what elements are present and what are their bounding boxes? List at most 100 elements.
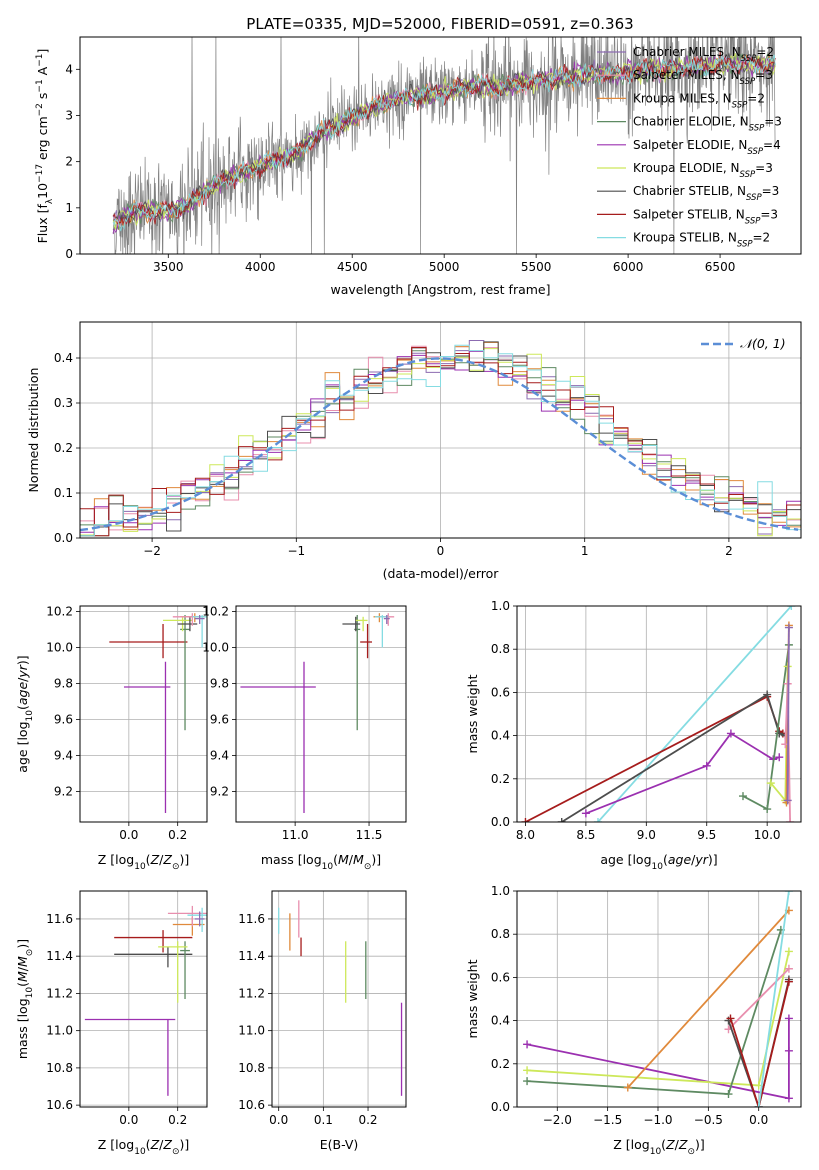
mass-weight-series [526,1018,790,1100]
label-part: Z [150,852,160,867]
point-marker [786,818,795,822]
label-part: erg cm [35,116,50,164]
label-part: Z [162,1137,172,1152]
label-part: ( [146,852,151,867]
label-part: 10 [134,862,146,872]
point-marker [702,761,711,770]
axis-label: age [log10(age/yr)] [600,852,717,872]
y-tick-label: 11.2 [46,986,73,1000]
x-tick-label: −1.0 [643,1113,672,1127]
label-part: M [15,956,30,967]
point-marker [784,1046,793,1055]
label-part: age [log [600,852,651,867]
label-part: −17 [35,164,45,183]
figure-title: PLATE=0335, MJD=52000, FIBERID=0591, z=0… [246,15,633,33]
label-part: ⊙ [172,1147,180,1157]
errorbar-marks [240,613,395,813]
label-part: −1 [35,79,45,92]
label-part: ( [15,982,30,987]
y-tick-label: 1.0 [491,884,510,898]
x-tick-label: 6000 [613,260,644,274]
legend-nssp: =3 [755,161,773,175]
label-part: Normed distribution [26,368,41,493]
y-tick-label: 3 [65,108,73,122]
x-tick-label: 10.0 [754,828,781,842]
label-part: M [15,971,30,982]
point-marker [738,792,747,801]
label-part: 10 [134,1147,146,1157]
axes-frame [79,321,802,539]
axis-label: Normed distribution [26,368,41,493]
legend-sub: SSP [749,124,765,134]
mass-weight-series [527,929,782,1095]
y-tick-label: 0.1 [54,486,73,500]
legend-name: Chabrier MILES, N [633,45,741,59]
y-tick-label: 10.0 [202,640,229,654]
legend-sub: SSP [740,77,756,87]
label-part: 10 [322,862,334,872]
label-part: mass [log [15,998,30,1059]
axis-label: E(B-V) [320,1137,359,1152]
axis-label: (data-model)/error [383,566,500,581]
point-marker [766,779,775,788]
label-part: / [691,852,696,867]
point-marker [787,606,796,610]
point-marker [593,818,602,822]
y-tick-label: 0.8 [491,927,510,941]
y-tick-label: 0.4 [491,729,510,743]
x-tick-label: 8.5 [576,828,595,842]
legend-name: Kroupa MILES, N [633,91,732,105]
mass-weight-series [757,891,790,1107]
mass-weight-series [727,968,790,1030]
x-tick-label: 6500 [705,260,736,274]
y-tick-label: 0.8 [491,642,510,656]
label-part: Z [162,852,172,867]
label-part: 10 [35,183,50,199]
label-part: wavelength [Angstrom, rest frame] [330,282,550,297]
legend-name: Salpeter MILES, N [633,68,740,82]
point-marker [523,1066,532,1075]
legend-entry: 𝒩(0, 1) [740,336,786,351]
label-part: ( [333,852,338,867]
point-marker [784,977,793,986]
label-part: M [338,852,349,867]
label-part: 10 [25,987,35,999]
point-marker [557,818,566,822]
x-tick-label: 0.2 [358,1113,377,1127]
legend-entry: Kroupa STELIB, NSSP=2 [633,231,770,250]
legend-name: Salpeter ELODIE, N [633,138,747,152]
label-part: E(B-V) [320,1137,359,1152]
y-tick-label: 0 [65,247,73,261]
legend-name: Chabrier ELODIE, N [633,115,749,129]
legend-nssp: =2 [753,231,771,245]
label-part: 10 [650,1147,662,1157]
x-tick-label: 0.0 [749,1113,768,1127]
x-tick-label: 2 [725,544,733,558]
label-part: )] [15,655,30,665]
legend-sub: SSP [732,100,748,110]
x-tick-label: 0.0 [119,828,138,842]
legend-entry: Chabrier MILES, NSSP=2 [633,45,774,64]
y-tick-label: 11.2 [238,986,265,1000]
point-marker [523,1077,532,1086]
label-part: ] [35,49,50,54]
y-tick-label: 0.3 [54,396,73,410]
x-tick-label: 5000 [429,260,460,274]
y-tick-label: 10.8 [46,1061,73,1075]
errorbar-panel: 0.0 0.1 0.2 10.6 10.8 11.0 11.2 11.4 11.6 E(B-V) [238,890,407,1152]
y-tick-label: 11.4 [238,949,265,963]
errorbar-marks [278,900,403,1096]
y-tick-label: 4 [65,62,73,76]
legend-nssp: =2 [756,45,774,59]
legend-entry: Salpeter STELIB, NSSP=3 [633,207,778,226]
legend-entry: Chabrier ELODIE, NSSP=3 [633,115,782,134]
legend-sub: SSP [741,54,757,64]
legend-nssp: =3 [764,115,782,129]
legend-sub: SSP [746,193,762,203]
y-tick-label: 0.0 [491,815,510,829]
y-tick-label: 9.4 [54,748,73,762]
mass-weight-lines [521,606,796,822]
legend-entry: Kroupa MILES, NSSP=2 [633,91,765,110]
legend-entry: Chabrier STELIB, NSSP=3 [633,184,779,203]
legend-entry: Kroupa ELODIE, NSSP=3 [633,161,773,180]
